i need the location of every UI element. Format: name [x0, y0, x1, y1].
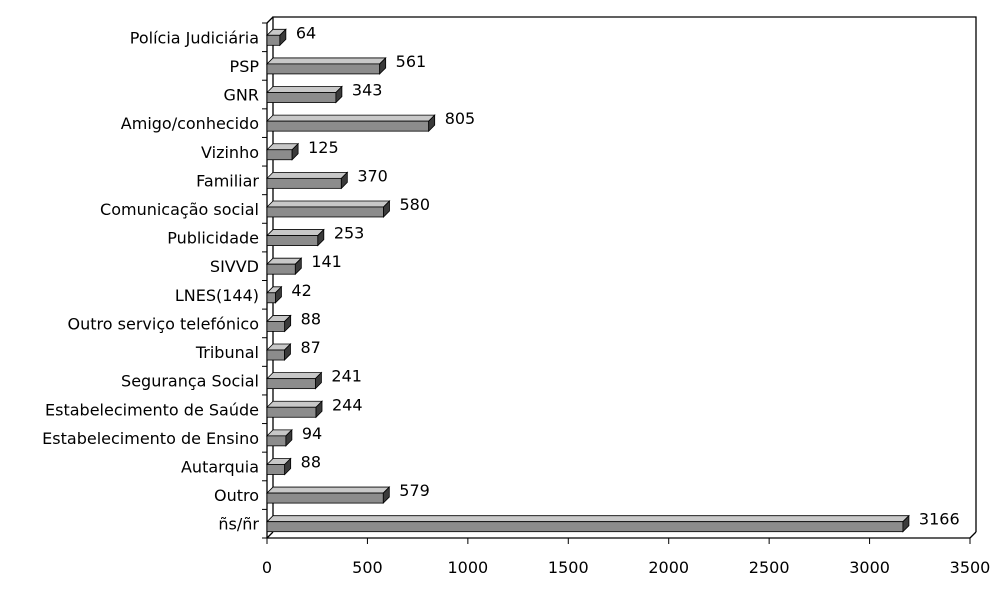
bar [266, 206, 384, 218]
depth-line-top-left [266, 16, 274, 24]
bar [266, 464, 286, 475]
data-label: 87 [300, 338, 320, 357]
category-label: Outro serviço telefónico [68, 314, 259, 333]
bar [266, 378, 316, 390]
bar-top-face [266, 86, 343, 93]
bar-end-face [284, 343, 291, 361]
bar [266, 492, 384, 504]
depth-line-bottom-right [969, 531, 977, 539]
depth-line-bottom-left [266, 531, 274, 539]
category-label: Familiar [196, 171, 259, 190]
bar-top-face [266, 200, 391, 208]
bar [266, 149, 293, 161]
value-axis: 0 500 1000 1500 2000 2500 3000 3500 [262, 538, 990, 577]
bar-top-face [266, 372, 323, 380]
category-label: Comunicação social [100, 200, 259, 219]
category-label: Segurança Social [121, 372, 259, 391]
data-label: 244 [332, 395, 363, 414]
category-label: LNES(144) [175, 286, 259, 305]
bar-top-face [266, 400, 323, 408]
bar [266, 435, 287, 447]
bar [266, 92, 337, 103]
category-axis-labels: Polícia Judiciária PSP GNR Amigo/conhecido V… [42, 28, 259, 533]
bar-end-face [285, 428, 293, 447]
data-label: 253 [334, 224, 365, 243]
category-label: Vizinho [201, 143, 259, 162]
bar [266, 120, 430, 132]
bar-top-face [266, 57, 387, 65]
category-label: Polícia Judiciária [130, 28, 259, 47]
bar [266, 235, 319, 246]
data-label: 125 [308, 138, 339, 157]
value-tick-label: 1500 [548, 558, 589, 577]
bar-end-face [315, 371, 322, 390]
data-label: 580 [399, 195, 430, 214]
bar-end-face [383, 200, 390, 218]
bar-end-face [275, 285, 282, 304]
data-label: 3166 [919, 510, 960, 529]
data-label: 561 [396, 52, 427, 71]
data-label: 343 [352, 81, 383, 100]
category-label: Amigo/conhecido [121, 114, 259, 133]
bar-end-face [382, 486, 390, 505]
data-label: 370 [357, 166, 388, 185]
bar-end-face [379, 56, 387, 75]
data-label: 88 [301, 309, 321, 328]
bar [266, 263, 296, 275]
bar-end-face [284, 457, 292, 476]
bar [266, 349, 285, 361]
bar-end-face [284, 314, 292, 333]
bar-top-face [266, 229, 325, 236]
bar [266, 406, 317, 418]
bar-end-face [428, 114, 436, 133]
category-label: SIVVD [210, 257, 259, 276]
bar [266, 292, 276, 304]
value-tick-label: 0 [262, 558, 272, 577]
category-label: Estabelecimento de Ensino [42, 429, 259, 448]
bar-end-face [340, 171, 348, 190]
category-label: Outro [214, 486, 259, 505]
bar-end-face [317, 228, 325, 247]
bar [266, 34, 281, 46]
value-tick-label: 2000 [648, 558, 689, 577]
bar-top-face [266, 486, 391, 494]
data-label: 94 [302, 424, 322, 443]
data-label: 42 [291, 281, 311, 300]
category-label: Estabelecimento de Saúde [45, 400, 259, 419]
category-label: Publicidade [167, 229, 259, 248]
bar [266, 177, 342, 189]
bar-end-face [294, 257, 302, 276]
bar-top-face [266, 515, 910, 523]
category-label: Autarquia [181, 457, 259, 476]
bar-series [266, 28, 910, 533]
bar-end-face [902, 514, 910, 533]
category-label: GNR [224, 86, 259, 105]
value-tick-label: 3500 [950, 558, 991, 577]
bar-end-face [315, 400, 323, 419]
value-tick-label: 1000 [447, 558, 488, 577]
data-label: 805 [445, 109, 476, 128]
data-label: 64 [296, 23, 316, 42]
data-label: 88 [301, 452, 321, 471]
value-tick-label: 500 [352, 558, 383, 577]
bar-top-face [266, 171, 349, 179]
category-label: PSP [230, 57, 260, 76]
data-label: 579 [399, 481, 430, 500]
bar-end-face [279, 28, 287, 47]
bar-end-face [291, 142, 299, 161]
category-label: Tribunal [195, 343, 259, 362]
data-label: 241 [331, 367, 362, 386]
category-label: ñs/ñr [218, 515, 259, 534]
bar [266, 321, 286, 332]
bar-end-face [335, 85, 343, 104]
bar [266, 521, 904, 533]
value-tick-label: 3000 [849, 558, 890, 577]
data-label: 141 [311, 252, 342, 271]
bar [266, 63, 381, 75]
value-tick-label: 2500 [749, 558, 790, 577]
bar-top-face [266, 114, 436, 122]
